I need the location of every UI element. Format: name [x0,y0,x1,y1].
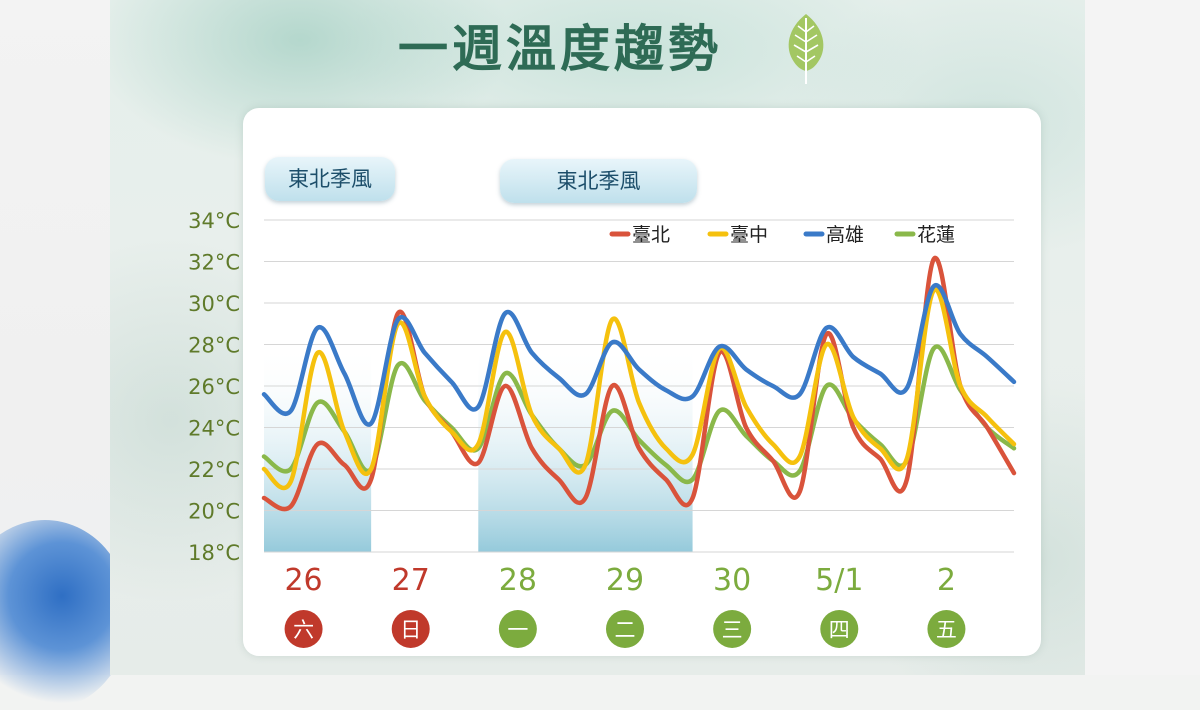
date-label: 28 [499,563,537,598]
weekday-label: 五 [936,618,957,642]
monsoon-label: 東北季風 [500,159,697,203]
legend: 臺北 臺中 高雄 花蓮 [609,224,955,246]
weekday-badge [606,610,644,648]
series-line-4 [261,344,1017,485]
y-tick-label: 24°C [188,417,240,441]
weekday-label: 三 [722,618,743,642]
monsoon-label: 東北季風 [265,157,395,201]
y-tick-label: 20°C [188,500,240,524]
left-margin [0,0,130,710]
y-tick-label: 18°C [188,541,240,565]
y-tick-label: 34°C [188,209,240,233]
weekday-badge [820,610,859,648]
right-margin [1085,0,1200,675]
weekday-label: 六 [293,618,314,642]
date-label: 29 [606,563,644,598]
weekday-label: 日 [400,618,421,642]
legend-label: 臺中 [730,224,768,246]
date-label: 5/1 [815,563,863,598]
date-label: 27 [392,563,430,598]
weekday-label: 一 [507,618,528,642]
legend-label: 高雄 [826,224,864,246]
y-tick-label: 22°C [188,458,240,482]
weekday-badge [391,610,430,648]
y-axis: 34°C 32°C 30°C 28°C 26°C 24°C 22°C 20°C 18°C [188,209,240,565]
weekday-badge [927,610,966,648]
weekday-badge [498,610,537,648]
series-line-3 [261,283,1017,427]
weekday-badge [713,610,752,648]
legend-label: 花蓮 [917,224,955,246]
weekday-label: 二 [615,618,636,642]
y-tick-label: 32°C [188,251,240,275]
y-tick-label: 26°C [188,375,240,399]
x-axis: 26 六 27 日 28 一 29 二 30 三 5/1 四 2 五 [284,563,966,648]
temperature-chart: 34°C32°C30°C28°C26°C24°C22°C20°C18°C 臺北臺… [188,209,1017,648]
series-line-2 [261,287,1017,491]
date-label: 2 [937,563,956,598]
page-title: 一週溫度趨勢 [398,20,722,78]
weekday-badge [284,610,323,648]
series-lines [261,255,1017,512]
legend-label: 臺北 [632,224,670,246]
y-tick-label: 28°C [188,334,240,358]
weekday-label: 四 [829,618,850,642]
date-label: 26 [284,563,322,598]
date-label: 30 [713,563,751,598]
y-tick-label: 30°C [188,292,240,316]
leaf-icon [788,14,824,84]
